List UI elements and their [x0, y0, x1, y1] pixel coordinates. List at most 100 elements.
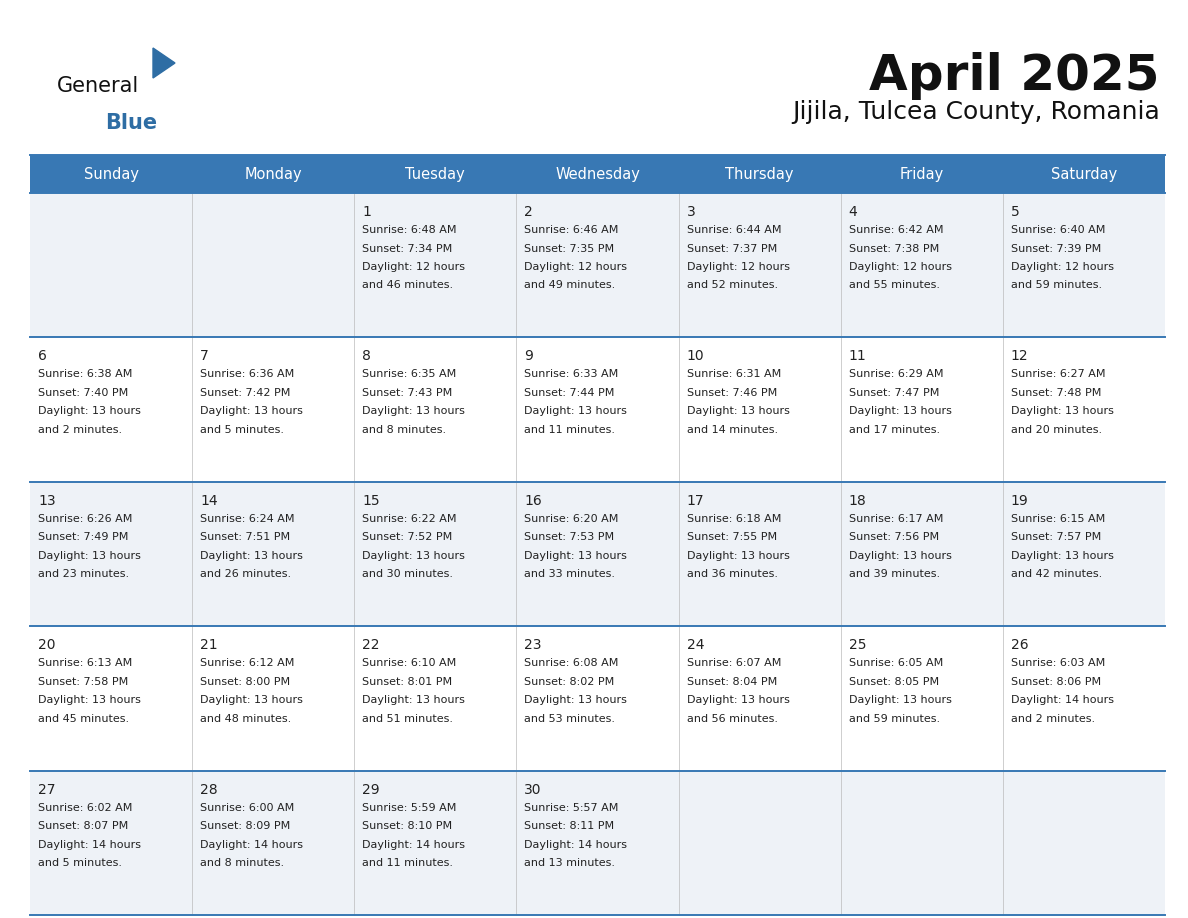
- Text: and 36 minutes.: and 36 minutes.: [687, 569, 778, 579]
- Text: Daylight: 13 hours: Daylight: 13 hours: [524, 407, 627, 417]
- Text: 29: 29: [362, 783, 380, 797]
- Text: Sunrise: 6:48 AM: Sunrise: 6:48 AM: [362, 225, 456, 235]
- Text: Sunrise: 6:02 AM: Sunrise: 6:02 AM: [38, 802, 132, 812]
- Text: and 42 minutes.: and 42 minutes.: [1011, 569, 1102, 579]
- Text: 4: 4: [848, 205, 858, 219]
- Text: Daylight: 13 hours: Daylight: 13 hours: [200, 695, 303, 705]
- Text: and 59 minutes.: and 59 minutes.: [848, 713, 940, 723]
- Polygon shape: [153, 48, 175, 78]
- Text: 5: 5: [1011, 205, 1019, 219]
- Text: Daylight: 13 hours: Daylight: 13 hours: [362, 551, 466, 561]
- Text: 7: 7: [200, 350, 209, 364]
- Text: Daylight: 13 hours: Daylight: 13 hours: [200, 551, 303, 561]
- Text: 28: 28: [200, 783, 217, 797]
- Text: April 2025: April 2025: [870, 52, 1159, 100]
- Text: and 46 minutes.: and 46 minutes.: [362, 281, 454, 290]
- Text: Sunset: 7:48 PM: Sunset: 7:48 PM: [1011, 388, 1101, 397]
- Text: 3: 3: [687, 205, 695, 219]
- Text: and 59 minutes.: and 59 minutes.: [1011, 281, 1102, 290]
- Text: Sunset: 7:34 PM: Sunset: 7:34 PM: [362, 243, 453, 253]
- Text: Sunset: 8:10 PM: Sunset: 8:10 PM: [362, 821, 453, 831]
- Text: Daylight: 13 hours: Daylight: 13 hours: [848, 695, 952, 705]
- Text: Sunrise: 6:10 AM: Sunrise: 6:10 AM: [362, 658, 456, 668]
- Text: 20: 20: [38, 638, 56, 652]
- Text: Daylight: 12 hours: Daylight: 12 hours: [362, 262, 466, 272]
- Text: Sunrise: 6:40 AM: Sunrise: 6:40 AM: [1011, 225, 1105, 235]
- Bar: [30, 770, 1165, 915]
- Text: Daylight: 13 hours: Daylight: 13 hours: [362, 695, 466, 705]
- Text: Sunrise: 6:31 AM: Sunrise: 6:31 AM: [687, 369, 781, 379]
- Text: Daylight: 13 hours: Daylight: 13 hours: [524, 551, 627, 561]
- Text: Daylight: 14 hours: Daylight: 14 hours: [200, 840, 303, 849]
- Text: 8: 8: [362, 350, 371, 364]
- Text: Thursday: Thursday: [726, 166, 794, 182]
- Text: Sunset: 7:46 PM: Sunset: 7:46 PM: [687, 388, 777, 397]
- Text: Sunset: 7:35 PM: Sunset: 7:35 PM: [524, 243, 614, 253]
- Text: Sunrise: 6:22 AM: Sunrise: 6:22 AM: [362, 514, 456, 524]
- Text: Daylight: 13 hours: Daylight: 13 hours: [1011, 407, 1113, 417]
- Text: 21: 21: [200, 638, 217, 652]
- Text: Daylight: 12 hours: Daylight: 12 hours: [848, 262, 952, 272]
- Text: and 13 minutes.: and 13 minutes.: [524, 858, 615, 868]
- Text: Friday: Friday: [899, 166, 944, 182]
- Text: Sunset: 8:04 PM: Sunset: 8:04 PM: [687, 677, 777, 687]
- Text: Sunrise: 6:26 AM: Sunrise: 6:26 AM: [38, 514, 132, 524]
- Text: Sunset: 7:53 PM: Sunset: 7:53 PM: [524, 532, 614, 543]
- Bar: [30, 155, 1165, 193]
- Text: 2: 2: [524, 205, 533, 219]
- Text: and 45 minutes.: and 45 minutes.: [38, 713, 129, 723]
- Text: 16: 16: [524, 494, 542, 508]
- Text: 27: 27: [38, 783, 56, 797]
- Text: Daylight: 13 hours: Daylight: 13 hours: [200, 407, 303, 417]
- Text: Daylight: 13 hours: Daylight: 13 hours: [38, 407, 141, 417]
- Text: and 48 minutes.: and 48 minutes.: [200, 713, 291, 723]
- Text: Sunrise: 6:15 AM: Sunrise: 6:15 AM: [1011, 514, 1105, 524]
- Text: Sunset: 7:51 PM: Sunset: 7:51 PM: [200, 532, 290, 543]
- Text: Sunrise: 6:29 AM: Sunrise: 6:29 AM: [848, 369, 943, 379]
- Text: and 11 minutes.: and 11 minutes.: [524, 425, 615, 435]
- Text: and 30 minutes.: and 30 minutes.: [362, 569, 454, 579]
- Text: Sunset: 7:52 PM: Sunset: 7:52 PM: [362, 532, 453, 543]
- Text: 18: 18: [848, 494, 866, 508]
- Text: Sunset: 8:05 PM: Sunset: 8:05 PM: [848, 677, 939, 687]
- Text: Sunset: 7:47 PM: Sunset: 7:47 PM: [848, 388, 939, 397]
- Text: Sunset: 7:58 PM: Sunset: 7:58 PM: [38, 677, 128, 687]
- Text: Tuesday: Tuesday: [405, 166, 466, 182]
- Text: and 23 minutes.: and 23 minutes.: [38, 569, 129, 579]
- Text: 23: 23: [524, 638, 542, 652]
- Text: Sunrise: 6:00 AM: Sunrise: 6:00 AM: [200, 802, 295, 812]
- Text: Sunrise: 6:42 AM: Sunrise: 6:42 AM: [848, 225, 943, 235]
- Text: Sunrise: 6:17 AM: Sunrise: 6:17 AM: [848, 514, 943, 524]
- Text: 19: 19: [1011, 494, 1029, 508]
- Text: Daylight: 12 hours: Daylight: 12 hours: [687, 262, 790, 272]
- Text: Daylight: 13 hours: Daylight: 13 hours: [687, 407, 790, 417]
- Text: Daylight: 13 hours: Daylight: 13 hours: [687, 551, 790, 561]
- Text: Saturday: Saturday: [1051, 166, 1117, 182]
- Text: and 8 minutes.: and 8 minutes.: [200, 858, 284, 868]
- Text: 10: 10: [687, 350, 704, 364]
- Text: Sunrise: 6:33 AM: Sunrise: 6:33 AM: [524, 369, 619, 379]
- Text: and 17 minutes.: and 17 minutes.: [848, 425, 940, 435]
- Text: Sunset: 7:57 PM: Sunset: 7:57 PM: [1011, 532, 1101, 543]
- Text: Sunset: 8:09 PM: Sunset: 8:09 PM: [200, 821, 290, 831]
- Text: Daylight: 13 hours: Daylight: 13 hours: [524, 695, 627, 705]
- Text: and 49 minutes.: and 49 minutes.: [524, 281, 615, 290]
- Text: Wednesday: Wednesday: [555, 166, 640, 182]
- Text: and 11 minutes.: and 11 minutes.: [362, 858, 454, 868]
- Text: 1: 1: [362, 205, 371, 219]
- Text: Sunrise: 6:07 AM: Sunrise: 6:07 AM: [687, 658, 781, 668]
- Text: Blue: Blue: [105, 113, 157, 133]
- Text: and 39 minutes.: and 39 minutes.: [848, 569, 940, 579]
- Text: and 56 minutes.: and 56 minutes.: [687, 713, 778, 723]
- Text: Sunset: 7:40 PM: Sunset: 7:40 PM: [38, 388, 128, 397]
- Text: Daylight: 13 hours: Daylight: 13 hours: [362, 407, 466, 417]
- Text: General: General: [57, 76, 139, 96]
- Text: and 2 minutes.: and 2 minutes.: [38, 425, 122, 435]
- Text: Sunrise: 5:59 AM: Sunrise: 5:59 AM: [362, 802, 456, 812]
- Text: Sunset: 8:07 PM: Sunset: 8:07 PM: [38, 821, 128, 831]
- Text: and 14 minutes.: and 14 minutes.: [687, 425, 778, 435]
- Text: and 2 minutes.: and 2 minutes.: [1011, 713, 1095, 723]
- Text: and 51 minutes.: and 51 minutes.: [362, 713, 454, 723]
- Text: and 5 minutes.: and 5 minutes.: [200, 425, 284, 435]
- Text: Sunrise: 6:35 AM: Sunrise: 6:35 AM: [362, 369, 456, 379]
